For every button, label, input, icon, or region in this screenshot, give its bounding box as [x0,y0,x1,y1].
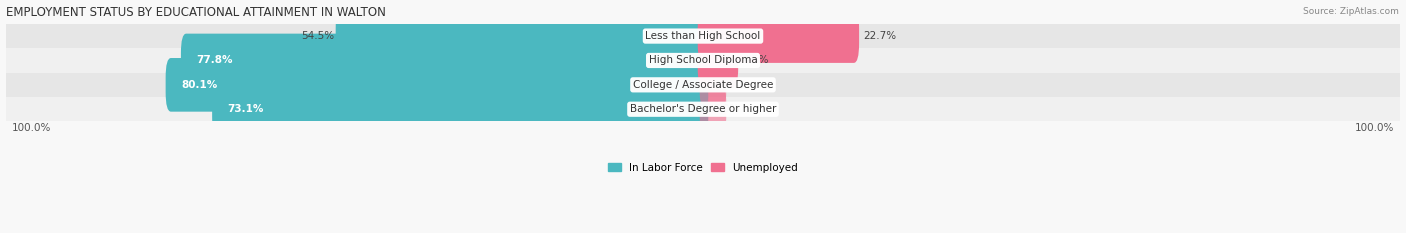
Text: 100.0%: 100.0% [13,123,52,133]
Text: 80.1%: 80.1% [181,80,217,90]
Text: High School Diploma: High School Diploma [648,55,758,65]
FancyBboxPatch shape [212,82,709,136]
Bar [6,73,1400,97]
Text: Less than High School: Less than High School [645,31,761,41]
FancyBboxPatch shape [336,9,709,63]
Text: 22.7%: 22.7% [863,31,897,41]
Legend: In Labor Force, Unemployed: In Labor Force, Unemployed [605,158,801,177]
Text: 77.8%: 77.8% [197,55,232,65]
Text: Source: ZipAtlas.com: Source: ZipAtlas.com [1303,7,1399,16]
Text: 73.1%: 73.1% [228,104,264,114]
FancyBboxPatch shape [697,9,859,63]
Text: College / Associate Degree: College / Associate Degree [633,80,773,90]
Text: 54.5%: 54.5% [301,31,335,41]
Text: 0.0%: 0.0% [713,104,740,114]
Text: Bachelor's Degree or higher: Bachelor's Degree or higher [630,104,776,114]
FancyBboxPatch shape [700,65,727,104]
Text: EMPLOYMENT STATUS BY EDUCATIONAL ATTAINMENT IN WALTON: EMPLOYMENT STATUS BY EDUCATIONAL ATTAINM… [6,6,385,19]
FancyBboxPatch shape [697,34,738,87]
FancyBboxPatch shape [166,58,709,112]
Bar [6,48,1400,73]
FancyBboxPatch shape [181,34,709,87]
Bar [6,24,1400,48]
Text: 0.0%: 0.0% [713,80,740,90]
Text: 4.5%: 4.5% [742,55,769,65]
Bar [6,97,1400,121]
FancyBboxPatch shape [700,90,727,129]
Text: 100.0%: 100.0% [1354,123,1393,133]
